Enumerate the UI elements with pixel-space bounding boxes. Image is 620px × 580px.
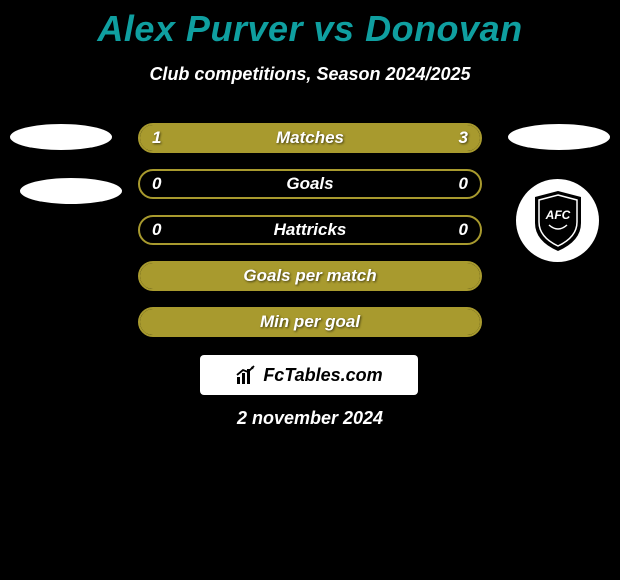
page-title: Alex Purver vs Donovan (0, 0, 620, 50)
bar-row: 00Goals (138, 169, 482, 199)
bar-row: 00Hattricks (138, 215, 482, 245)
bar-row: Goals per match (138, 261, 482, 291)
vs-text: vs (314, 8, 355, 49)
player1-avatar-placeholder-1 (10, 124, 112, 150)
bar-row: 13Matches (138, 123, 482, 153)
shield-icon: AFC (531, 189, 585, 253)
date-text: 2 november 2024 (0, 408, 620, 429)
bar-label: Matches (140, 125, 480, 151)
svg-text:AFC: AFC (544, 208, 570, 222)
bar-label: Goals (140, 171, 480, 197)
player2-name: Donovan (365, 8, 523, 49)
comparison-bars: 13Matches 00Goals 00Hattricks Goals per mat… (138, 123, 482, 353)
brand-box: FcTables.com (200, 355, 418, 395)
chart-icon (235, 364, 257, 386)
player2-avatar-placeholder (508, 124, 610, 150)
bar-row: Min per goal (138, 307, 482, 337)
brand-text: FcTables.com (263, 365, 382, 386)
player1-name: Alex Purver (97, 8, 303, 49)
bar-label: Hattricks (140, 217, 480, 243)
bar-label: Min per goal (140, 309, 480, 335)
subtitle: Club competitions, Season 2024/2025 (0, 64, 620, 85)
bar-label: Goals per match (140, 263, 480, 289)
player1-avatar-placeholder-2 (20, 178, 122, 204)
club-badge: AFC (516, 179, 599, 262)
